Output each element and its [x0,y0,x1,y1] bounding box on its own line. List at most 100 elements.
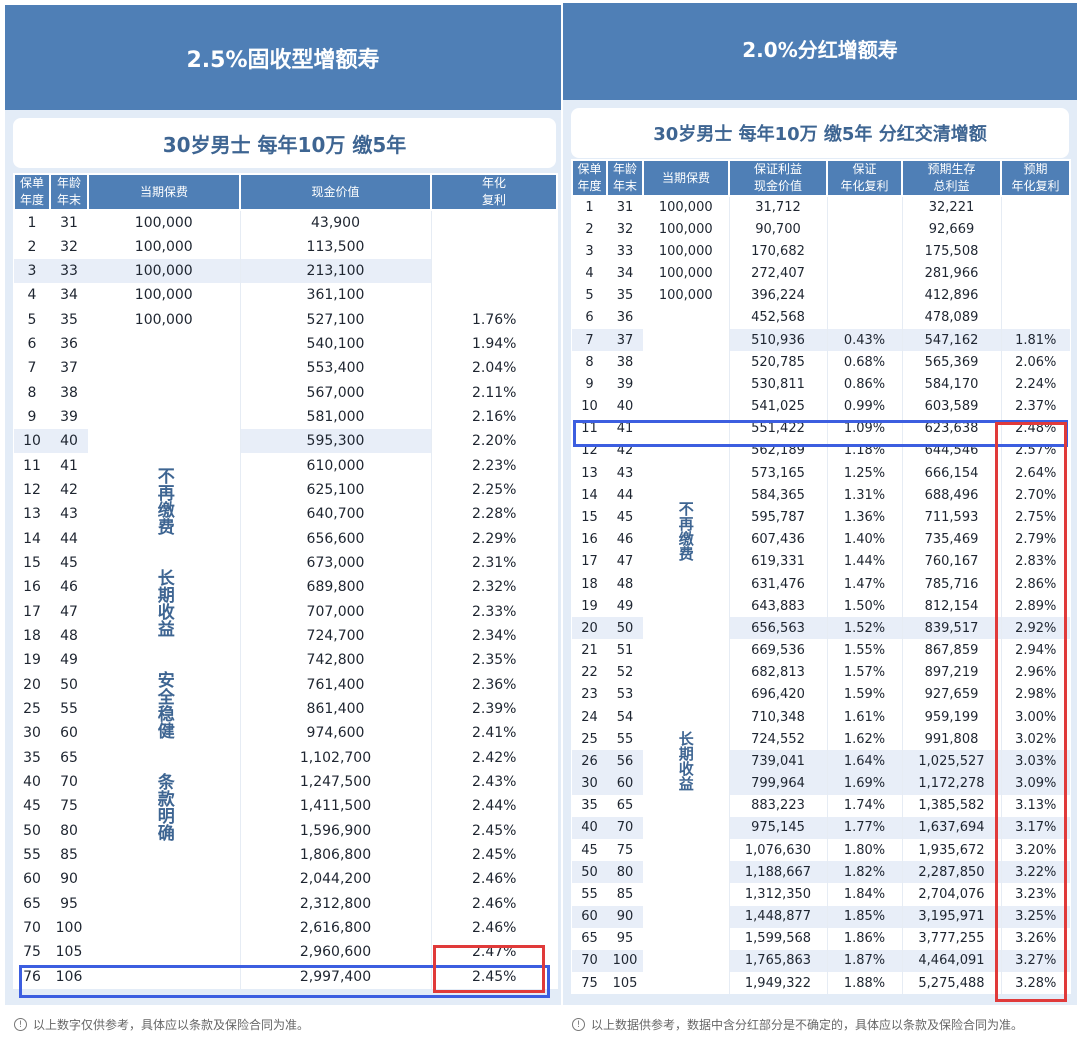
table-row: 60 90 1,448,877 1.85% 3,195,971 3.25% [572,905,1070,928]
table-cell: 10 [581,399,598,415]
table-cell: 76 [23,968,41,985]
table-cell: 70 [60,774,78,791]
table-cell: 90 [60,871,78,888]
table-cell: 4,464,091 [901,949,1001,973]
table-cell: 656,600 [239,526,431,551]
table-cell: 37 [607,329,643,352]
table-cell: 2.35% [430,648,557,673]
table-row: 18 48 724,700 2.34% [14,623,557,649]
table-cell: 85 [616,886,634,902]
table-cell: 35 [60,311,78,328]
slogan-text: 不再缴费 [153,467,174,536]
table-row: 14 44 584,365 1.31% 688,496 2.70% [572,484,1070,507]
table-row: 14 44 656,600 2.29% [14,526,557,551]
table-cell: 95 [60,895,78,912]
table-cell: 100,000 [658,221,713,237]
dividend-value-table: 保单 年度 年龄 年末 当期保费 保证利益 现金价值 保证 年化复利 预期生存 总利益 预期 年化复利 … [571,159,1071,995]
table-cell: 603,589 [901,395,1001,418]
table-cell: 42 [60,481,78,498]
table-cell: 1,637,694 [901,816,1001,839]
table-cell: 1.86% [826,927,902,950]
table-cell: 2.45% [430,964,557,989]
table-cell: 643,883 [728,595,827,618]
table-cell: 1,599,568 [728,927,827,950]
table-cell: 2.83% [1000,550,1070,573]
table-cell: 2.47% [430,940,557,965]
table-cell: 2,287,850 [901,861,1001,884]
table-cell: 65 [616,798,634,814]
slogan-stack: 不再缴费 长期收益 [643,501,729,791]
table-cell: 55 [60,701,78,718]
table-cell: 100,000 [134,214,193,231]
table-cell: 17 [23,603,41,620]
table-cell: 70 [572,949,607,973]
table-cell: 51 [616,643,634,659]
table-cell: 106 [55,968,83,985]
table-cell: 581,000 [239,404,431,430]
table-cell: 85 [60,847,78,864]
table-row: 35 65 883,223 1.74% 1,385,582 3.13% [572,794,1070,817]
table-cell: 1,076,630 [728,838,827,862]
table-cell: 65 [23,895,41,912]
table-cell: 17 [581,554,598,570]
table-cell: 3,777,255 [901,927,1001,950]
table-cell: 38 [60,384,78,401]
table-cell: 2.34% [430,623,557,649]
table-row: 45 75 1,076,630 1.80% 1,935,672 3.20% [572,838,1070,862]
table-row: 17 47 707,000 2.33% [14,599,557,624]
table-cell: 1.18% [826,439,902,463]
table-cell: 54 [616,709,634,725]
column-header-line: 年末 [56,193,81,207]
table-cell: 1,188,667 [728,861,827,884]
table-row: 23 53 696,420 1.59% 927,659 2.98% [572,683,1070,706]
table-cell: 13 [23,506,41,523]
table-cell: 2.20% [430,429,557,454]
table-cell: 1.80% [826,838,902,862]
table-cell: 49 [60,652,78,669]
table-cell: 710,348 [728,705,827,729]
panel-title: 2.5%固收型增额寿 [5,5,561,110]
table-cell: 40 [50,429,88,454]
column-header: 年化 复利 [430,173,558,211]
table-cell: 2.36% [430,672,557,697]
table-cell: 46 [616,532,634,548]
table-cell: 41 [616,421,634,437]
table-cell: 16 [23,579,41,596]
table-cell: 44 [60,530,78,547]
table-cell: 32,221 [901,196,1001,219]
table-cell: 35 [616,288,634,304]
table-cell: 3.25% [1000,905,1070,928]
table-cell: 3.02% [1000,728,1070,751]
table-cell [1000,196,1070,219]
column-header-line: 保单 [577,162,602,176]
table-cell: 711,593 [901,506,1001,529]
table-cell: 553,400 [239,356,431,381]
table-cell: 2.70% [1000,484,1070,507]
table-row: 4 34 100,000 272,407 281,966 [572,262,1070,285]
table-row: 30 60 974,600 2.41% [14,721,557,746]
table-cell: 18 [23,628,41,645]
info-icon: ! [572,1018,585,1031]
table-cell: 46 [60,579,78,596]
table-row: 25 55 724,552 1.62% 991,808 3.02% [572,728,1070,751]
dividend-panel: 2.0%分红增额寿 30岁男士 每年10万 缴5年 分红交清增额 保单 年度 年龄年… [563,3,1077,1005]
table-cell [826,306,902,330]
table-cell: 799,964 [728,772,827,795]
table-cell: 75 [23,944,41,961]
table-cell: 2.44% [430,794,557,819]
table-cell: 1.40% [826,528,902,551]
table-cell: 761,400 [239,672,431,697]
table-row: 40 70 975,145 1.77% 1,637,694 3.17% [572,816,1070,839]
table-cell: 41 [60,457,78,474]
table-row: 30 60 799,964 1.69% 1,172,278 3.09% [572,772,1070,795]
table-cell: 682,813 [728,661,827,684]
table-cell: 2.46% [430,915,557,941]
fixed-income-panel: 2.5%固收型增额寿 30岁男士 每年10万 缴5年 保单 年度 年龄 年末 当期保费 现… [5,5,561,1005]
table-cell [826,240,902,263]
table-cell: 100,000 [658,288,713,304]
table-cell: 520,785 [728,351,827,374]
table-cell: 2 [585,221,594,237]
table-cell: 3.00% [1000,705,1070,729]
table-row: 6 36 不再缴费 长期收益 452,568 478,089 [572,306,1070,995]
table-cell: 11 [23,457,41,474]
